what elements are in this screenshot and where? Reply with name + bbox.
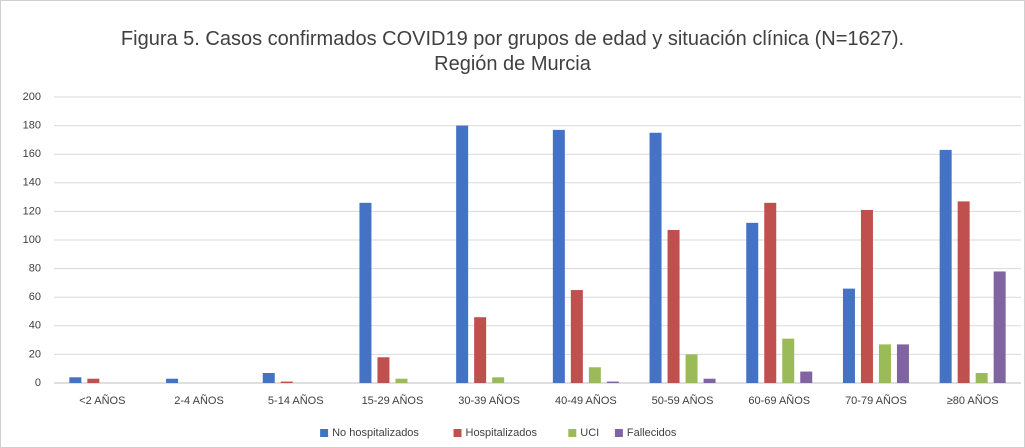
bar [896, 344, 909, 383]
y-tick-label: 40 [29, 320, 41, 332]
y-tick-label: 160 [23, 148, 41, 160]
bar [492, 377, 505, 383]
legend-label: UCI [580, 427, 599, 439]
bar [359, 202, 372, 383]
y-tick-label: 120 [23, 205, 41, 217]
legend-label: Fallecidos [627, 427, 677, 439]
bar [764, 202, 777, 383]
x-tick-label: 5-14 AÑOS [268, 394, 324, 407]
bar [975, 372, 988, 383]
y-tick-label: 0 [35, 377, 41, 389]
legend-label: No hospitalizados [332, 427, 419, 439]
y-tick-label: 200 [23, 91, 41, 103]
bar [262, 372, 275, 383]
x-tick-label: 50-59 AÑOS [652, 394, 714, 407]
bar [474, 317, 487, 383]
bar [746, 222, 759, 383]
x-tick-label: 15-29 AÑOS [362, 394, 424, 407]
legend-swatch [320, 429, 329, 437]
x-tick-label: ≥80 AÑOS [947, 394, 999, 407]
legend-swatch [453, 429, 462, 437]
bar [456, 125, 469, 383]
bar [939, 149, 952, 383]
y-tick-label: 20 [29, 348, 41, 360]
bar [667, 229, 680, 383]
legend-swatch [568, 429, 577, 437]
y-tick-label: 100 [23, 234, 41, 246]
bar [878, 344, 891, 383]
bar [860, 209, 873, 383]
bar [703, 378, 716, 383]
x-tick-label: 70-79 AÑOS [845, 394, 907, 407]
bar [588, 367, 601, 383]
x-tick-label: <2 AÑOS [79, 394, 125, 407]
chart-title: Figura 5. Casos confirmados COVID19 por … [120, 28, 905, 75]
bar [166, 378, 179, 383]
x-tick-label: 40-49 AÑOS [555, 394, 617, 407]
bar [87, 378, 100, 383]
bar [69, 377, 82, 383]
y-tick-label: 180 [23, 120, 41, 132]
bar [842, 288, 855, 383]
bar [993, 271, 1006, 383]
bar [552, 129, 565, 383]
bar [649, 132, 662, 383]
bar [280, 381, 293, 383]
bar [800, 371, 813, 383]
bar [377, 357, 390, 383]
y-tick-label: 140 [23, 177, 41, 189]
legend-swatch [614, 429, 623, 437]
y-tick-label: 80 [29, 263, 41, 275]
legend-label: Hospitalizados [466, 427, 538, 439]
x-tick-label: 60-69 AÑOS [748, 394, 810, 407]
bar [782, 338, 795, 383]
bar [685, 354, 698, 383]
y-tick-label: 60 [29, 291, 41, 303]
x-tick-label: 30-39 AÑOS [458, 394, 520, 407]
bar [957, 201, 970, 383]
bar [570, 290, 583, 383]
bar [606, 381, 619, 383]
x-tick-label: 2-4 AÑOS [174, 394, 224, 407]
bar [395, 378, 408, 383]
